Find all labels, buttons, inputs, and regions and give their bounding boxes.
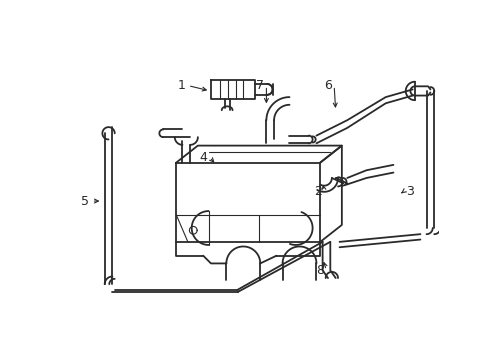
Text: 2: 2: [313, 185, 321, 198]
Text: 7: 7: [256, 79, 264, 92]
Text: 5: 5: [81, 194, 89, 208]
Text: 3: 3: [406, 185, 413, 198]
Text: 1: 1: [178, 79, 185, 92]
Text: 8: 8: [316, 264, 324, 277]
Text: 4: 4: [199, 150, 207, 164]
Text: 6: 6: [324, 79, 331, 92]
